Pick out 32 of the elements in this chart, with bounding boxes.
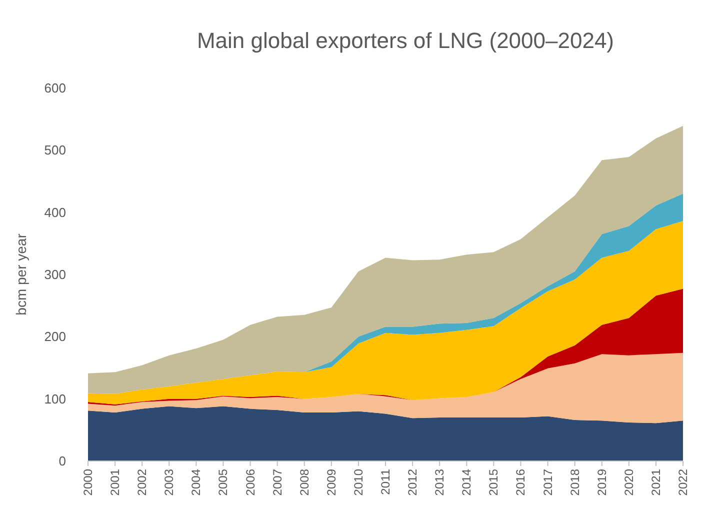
x-tick-label: 2019 [594,468,609,496]
x-tick-label: 2015 [486,468,501,496]
y-tick-label: 500 [44,142,66,158]
x-tick-label: 2009 [324,468,338,496]
x-tick-label: 2002 [135,468,150,496]
x-tick-label: 2007 [270,468,284,496]
x-tick-label: 2010 [351,468,366,496]
x-tick-label: 2021 [648,468,663,496]
x-tick-label: 2012 [406,468,420,496]
x-tick-label: 2017 [540,468,555,496]
x-tick-label: 2020 [622,468,636,496]
y-tick-label: 300 [44,267,66,282]
y-tick-label: 200 [44,329,66,344]
x-tick-label: 2014 [460,468,474,496]
x-tick-label: 2022 [676,468,690,496]
x-tick-label: 2006 [243,468,258,496]
x-tick-label: 2018 [568,468,582,496]
y-tick-label: 600 [44,80,66,96]
y-tick-label: 400 [44,204,66,220]
x-tick-label: 2001 [108,468,122,496]
y-axis-title: bcm per year [13,233,29,316]
x-tick-label: 2000 [81,468,95,496]
y-tick-label: 0 [58,454,66,469]
chart-title: Main global exporters of LNG (2000–2024) [196,28,614,53]
x-tick-label: 2008 [297,468,312,496]
y-tick-label: 100 [44,391,66,406]
x-tick-label: 2005 [216,468,230,496]
x-tick-label: 2016 [514,468,528,496]
x-tick-label: 2011 [378,468,392,495]
x-tick-label: 2003 [162,468,176,496]
x-tick-label: 2013 [432,468,447,496]
x-tick-label: 2004 [189,468,204,496]
